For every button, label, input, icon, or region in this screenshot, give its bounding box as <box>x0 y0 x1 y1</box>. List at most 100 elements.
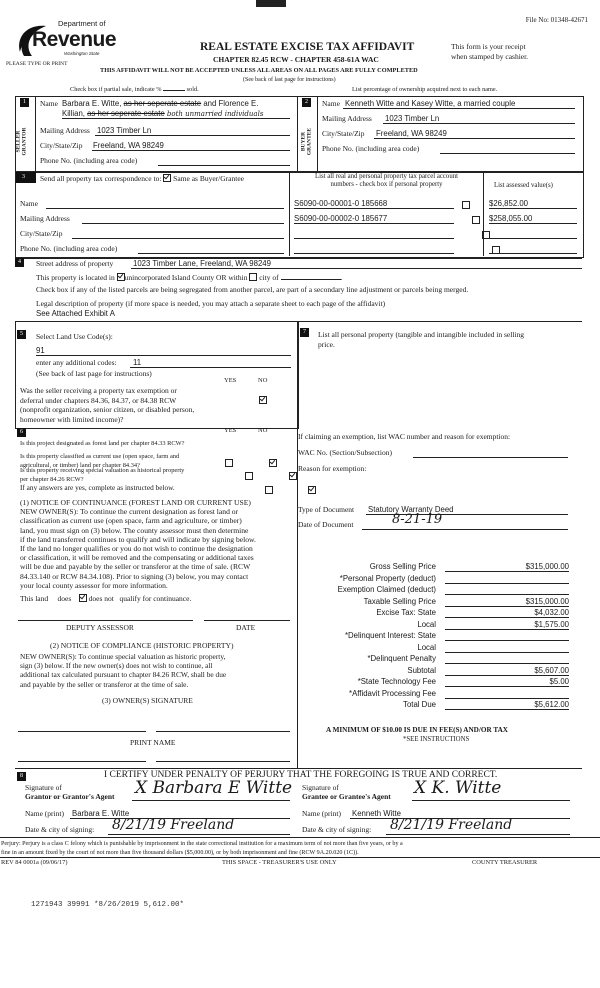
no-checkbox[interactable] <box>288 472 297 480</box>
located-line: This property is located in unincorporat… <box>36 273 343 282</box>
street-field[interactable]: 1023 Timber Lane, Freeland, WA 98249 <box>133 259 271 268</box>
tax-row-value[interactable]: $5.00 <box>549 677 569 686</box>
buyer-name-field[interactable]: Kenneth Witte and Kasey Witte, a married… <box>345 99 516 108</box>
treasurer-space: THIS SPACE - TREASURER'S USE ONLY <box>222 859 337 866</box>
no-checkbox[interactable] <box>308 486 317 494</box>
buyer-mailing-field[interactable]: 1023 Timber Ln <box>385 114 440 123</box>
doc-type-label: Type of Document <box>298 505 355 514</box>
wac-field[interactable] <box>413 457 568 458</box>
personal-property-checkbox[interactable] <box>481 231 490 239</box>
owner-signature-label: (3) OWNER(S) SIGNATURE <box>102 696 193 705</box>
form-chapter: CHAPTER 82.45 RCW - CHAPTER 458-61A WAC <box>213 55 379 64</box>
partial-sale: Check box if partial sale, indicate % so… <box>70 86 199 93</box>
additional-codes-field[interactable]: 11 <box>133 358 142 367</box>
grantee-date-label: Date & city of signing: <box>302 825 372 834</box>
land-use-code[interactable]: 91 <box>36 346 45 355</box>
grantor-signature[interactable]: X Barbara E Witte <box>135 778 293 798</box>
grantee-signature[interactable]: X K. Witte <box>414 778 502 798</box>
seller-name-field[interactable]: Barbara E. Witte, as her seperate estate… <box>62 99 259 108</box>
city-checkbox[interactable] <box>249 273 258 281</box>
section-3-header-bg <box>16 172 36 183</box>
no-checkbox[interactable] <box>268 459 277 467</box>
seller-mailing-field[interactable]: 1023 Timber Ln <box>97 126 152 135</box>
same-as-buyer-checkbox[interactable] <box>163 174 172 182</box>
grantor-date-city[interactable]: 8/21/19 Freeland <box>112 817 235 833</box>
personal-property-checkbox[interactable] <box>462 201 470 209</box>
doc-date-field[interactable]: 8-21-19 <box>392 512 443 527</box>
assessor-date[interactable] <box>204 620 290 621</box>
segregated-note: Check box if any of the listed parcels a… <box>36 285 469 294</box>
scan-mark <box>256 0 286 7</box>
does-not-checkbox[interactable] <box>78 594 87 602</box>
tax-row-value[interactable]: $315,000.00 <box>525 562 569 571</box>
parcel-number[interactable]: S6090-00-00002-0 185677 <box>294 214 388 223</box>
form-title: REAL ESTATE EXCISE TAX AFFIDAVIT <box>200 41 415 53</box>
notice-line: (1) NOTICE OF CONTINUANCE (FOREST LAND O… <box>20 498 251 507</box>
corr-name-field[interactable] <box>46 208 284 209</box>
tax-row-value[interactable]: $315,000.00 <box>525 596 569 606</box>
exemption-claim-label: If claiming an exemption, list WAC numbe… <box>298 432 511 441</box>
yes-checkbox[interactable] <box>225 459 233 467</box>
personal-property-checkbox[interactable] <box>471 216 480 224</box>
see-instructions: *SEE INSTRUCTIONS <box>403 736 470 743</box>
tax-row-label: Subtotal <box>407 665 436 675</box>
doc-type-field[interactable]: Statutory Warranty Deed <box>368 505 454 514</box>
corr-city-label: City/State/Zip <box>20 229 63 238</box>
notice-of-compliance-title: (2) NOTICE OF COMPLIANCE (HISTORIC PROPE… <box>50 641 234 650</box>
yes-checkbox[interactable] <box>264 486 273 494</box>
no-header: NO <box>258 427 268 434</box>
continuance-line: This land does does not qualify for cont… <box>20 594 192 603</box>
personal-property-label: List all personal property (tangible and… <box>318 330 524 349</box>
owner-signature-field[interactable] <box>156 731 290 732</box>
seller-city-field[interactable]: Freeland, WA 98249 <box>93 141 164 150</box>
grantee-name-field[interactable]: Kenneth Witte <box>352 809 401 818</box>
corr-city-field[interactable] <box>72 238 284 239</box>
reason-label: Reason for exemption: <box>298 464 367 473</box>
yes-checkbox[interactable] <box>244 472 253 480</box>
tax-row-label: Local <box>417 642 436 652</box>
section-number: 8 <box>17 772 26 781</box>
unincorporated-checkbox[interactable] <box>116 273 125 281</box>
assessed-value[interactable]: $258,055.00 <box>489 214 533 223</box>
tax-row-label: Taxable Selling Price <box>363 596 436 606</box>
tax-row-label: Local <box>417 619 436 629</box>
tax-row-value[interactable]: $5,607.00 <box>534 665 569 675</box>
parcel-number[interactable]: S6090-00-00001-0 185668 <box>294 199 388 208</box>
tax-row-value[interactable]: $1,575.00 <box>534 619 569 629</box>
buyer-phone-label: Phone No. (including area code) <box>322 144 420 153</box>
deputy-assessor-label: DEPUTY ASSESSOR <box>66 623 134 632</box>
corr-mailing-field[interactable] <box>82 223 284 224</box>
section-6-question: Is this property receiving special valua… <box>20 467 185 483</box>
tax-row-label: Total Due <box>403 700 436 709</box>
section-5 <box>15 321 299 429</box>
deputy-assessor-signature[interactable] <box>18 620 193 621</box>
seller-name-field-2[interactable]: Killian, as her seperate estate both unm… <box>62 109 264 118</box>
exemption-no-checkbox[interactable] <box>259 396 267 404</box>
notice-line: sign (3) below. If the new owner(s) does… <box>20 661 213 671</box>
print-name-field[interactable] <box>156 761 290 762</box>
corr-phone-field[interactable] <box>138 253 284 254</box>
assessed-value[interactable]: $26,852.00 <box>489 199 529 208</box>
correspondence-label: Send all property tax correspondence to:… <box>40 174 244 183</box>
buyer-phone-field[interactable] <box>440 153 575 154</box>
date-label: DATE <box>236 623 256 632</box>
grantor-name-field[interactable]: Barbara E. Witte <box>72 809 130 818</box>
tax-row-value[interactable]: $4,032.00 <box>534 608 569 617</box>
warning: THIS AFFIDAVIT WILL NOT BE ACCEPTED UNLE… <box>100 67 418 74</box>
buyer-city-field[interactable]: Freeland, WA 98249 <box>376 129 447 138</box>
seller-phone-field[interactable] <box>158 165 290 166</box>
minimum-note: A MINIMUM OF $10.00 IS DUE IN FEE(S) AND… <box>326 726 508 734</box>
tax-row-value[interactable]: $5,612.00 <box>534 700 569 709</box>
grantee-date-city[interactable]: 8/21/19 Freeland <box>390 817 513 833</box>
yes-header: YES <box>224 427 237 434</box>
legal-description[interactable]: See Attached Exhibit A <box>36 309 115 318</box>
tax-row-label: *Delinquent Interest: State <box>344 631 436 640</box>
print-name-label: PRINT NAME <box>130 738 176 747</box>
assessed-value-header: List assessed value(s) <box>494 182 553 189</box>
print-name-field[interactable] <box>18 761 146 762</box>
seller-grantor-label: SELLER GRANTOR <box>15 127 28 156</box>
section-number: 2 <box>302 98 311 107</box>
owner-signature-field[interactable] <box>18 731 146 732</box>
grantee-sig-label: Signature of Grantee or Grantee's Agent <box>302 783 391 801</box>
notice-line: if the land transferred continues to qua… <box>20 534 256 544</box>
